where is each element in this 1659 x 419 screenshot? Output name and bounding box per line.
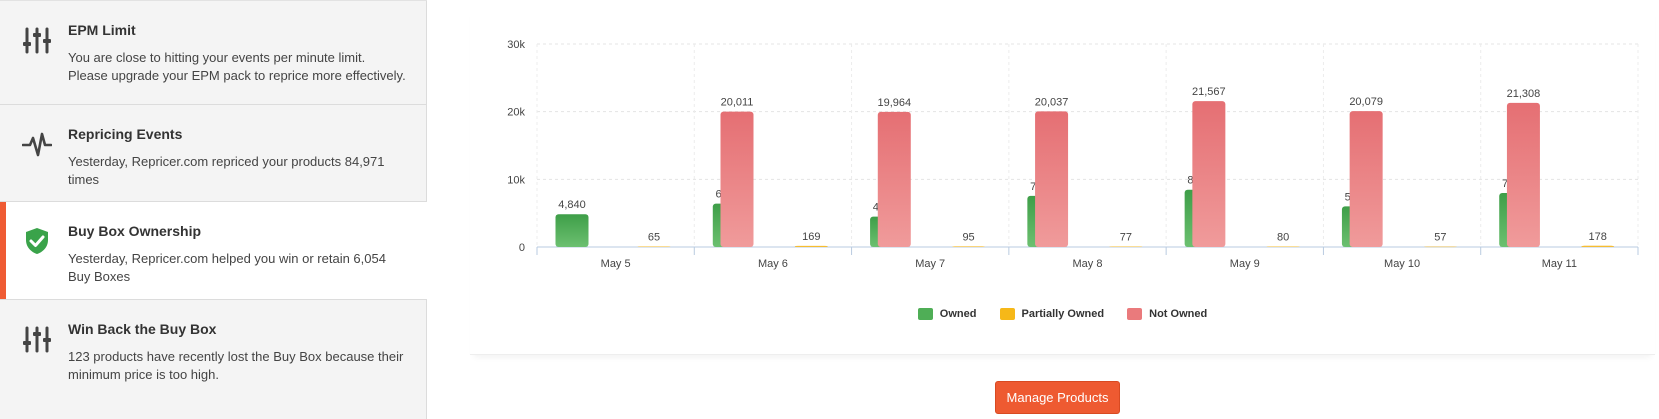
sidebar-item-description: Yesterday, Repricer.com helped you win o… bbox=[68, 251, 386, 284]
bar-partially-owned bbox=[1109, 246, 1143, 247]
insights-sidebar: EPM Limit You are close to hitting your … bbox=[0, 0, 427, 419]
sliders-icon bbox=[23, 326, 51, 353]
legend-swatch bbox=[1127, 308, 1143, 320]
bar-partially-owned bbox=[637, 246, 671, 248]
data-label: 77 bbox=[1120, 231, 1132, 243]
data-label: 65 bbox=[648, 232, 660, 244]
data-label: 19,964 bbox=[877, 97, 911, 109]
sidebar-item-title: Buy Box Ownership bbox=[68, 223, 202, 239]
y-tick-label: 0 bbox=[519, 242, 525, 254]
data-label: 169 bbox=[802, 231, 820, 243]
pulse-icon bbox=[22, 132, 52, 157]
bar-not-owned bbox=[877, 111, 911, 247]
data-label: 95 bbox=[962, 231, 974, 243]
bar-partially-owned bbox=[1266, 246, 1300, 247]
x-tick-label: May 5 bbox=[601, 258, 631, 270]
bar-owned bbox=[555, 214, 589, 247]
sliders-icon bbox=[23, 27, 51, 54]
bar-partially-owned bbox=[1581, 245, 1615, 247]
data-label: 178 bbox=[1589, 231, 1607, 243]
y-tick-label: 10k bbox=[507, 174, 525, 186]
data-label: 57 bbox=[1434, 232, 1446, 244]
legend-label: Not Owned bbox=[1149, 308, 1208, 320]
buy-box-bar-chart: 010k20k30k4,8406,4084,4887,5628,4615,997… bbox=[507, 39, 1639, 270]
sidebar-item-description: You are close to hitting your events per… bbox=[68, 50, 406, 83]
shield-check-icon bbox=[26, 228, 48, 254]
sidebar-item-buy-box-ownership[interactable]: Buy Box Ownership Yesterday, Repricer.co… bbox=[0, 202, 427, 300]
data-label: 4,840 bbox=[558, 199, 586, 211]
bar-partially-owned bbox=[952, 246, 986, 247]
data-label: 20,079 bbox=[1349, 96, 1383, 108]
data-label: 20,037 bbox=[1035, 96, 1069, 108]
data-label: 80 bbox=[1277, 231, 1289, 243]
buy-box-chart-card: 010k20k30k4,8406,4084,4887,5628,4615,997… bbox=[470, 5, 1655, 355]
y-tick-label: 30k bbox=[507, 39, 525, 51]
y-tick-label: 20k bbox=[507, 107, 525, 119]
legend-swatch bbox=[999, 308, 1015, 320]
data-label: 21,567 bbox=[1192, 86, 1226, 98]
sidebar-item-title: Repricing Events bbox=[68, 126, 183, 142]
sidebar-item-description: 123 products have recently lost the Buy … bbox=[68, 349, 404, 382]
bar-not-owned bbox=[720, 111, 754, 248]
data-label: 21,308 bbox=[1507, 88, 1541, 100]
legend-swatch bbox=[917, 308, 933, 320]
x-tick-label: May 9 bbox=[1230, 258, 1260, 270]
bar-not-owned bbox=[1349, 111, 1383, 247]
sidebar-item-win-back-buy-box[interactable]: Win Back the Buy Box 123 products have r… bbox=[0, 300, 427, 419]
data-label: 20,011 bbox=[721, 97, 754, 109]
sidebar-item-title: Win Back the Buy Box bbox=[68, 321, 217, 337]
x-tick-label: May 7 bbox=[915, 258, 945, 270]
sidebar-item-title: EPM Limit bbox=[68, 22, 136, 38]
sidebar-item-epm-limit[interactable]: EPM Limit You are close to hitting your … bbox=[0, 1, 427, 105]
x-tick-label: May 11 bbox=[1542, 258, 1577, 270]
chart-legend: Owned Partially Owned Not Owned bbox=[470, 308, 1655, 323]
manage-products-button[interactable]: Manage Products bbox=[995, 381, 1120, 414]
bar-not-owned bbox=[1506, 102, 1540, 248]
legend-label: Partially Owned bbox=[1021, 308, 1105, 320]
sidebar-item-description: Yesterday, Repricer.com repriced your pr… bbox=[68, 154, 385, 187]
x-tick-label: May 8 bbox=[1073, 258, 1103, 270]
bar-not-owned bbox=[1192, 101, 1226, 248]
x-tick-label: May 6 bbox=[758, 258, 788, 270]
x-tick-label: May 10 bbox=[1384, 258, 1420, 270]
bar-not-owned bbox=[1035, 111, 1069, 248]
legend-label: Owned bbox=[939, 308, 977, 320]
sidebar-item-repricing-events[interactable]: Repricing Events Yesterday, Repricer.com… bbox=[0, 105, 427, 202]
legend-item-owned[interactable]: Owned bbox=[917, 308, 977, 320]
legend-item-partially-owned[interactable]: Partially Owned bbox=[999, 308, 1105, 320]
legend-item-not-owned[interactable]: Not Owned bbox=[1127, 308, 1207, 320]
bar-partially-owned bbox=[794, 245, 828, 247]
bar-partially-owned bbox=[1423, 246, 1457, 248]
